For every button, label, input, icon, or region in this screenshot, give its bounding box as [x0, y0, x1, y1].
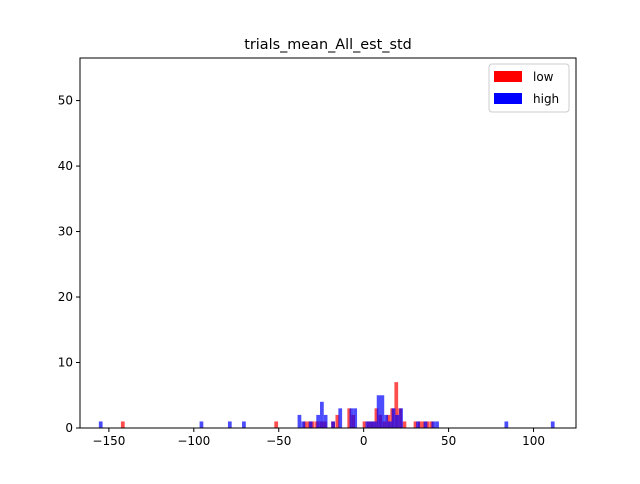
bar-low-1 [274, 421, 279, 428]
bar-high-25 [423, 421, 428, 428]
bar-high-9 [323, 414, 328, 428]
y-tick-label: 40 [58, 159, 73, 173]
x-tick-label: −50 [266, 434, 291, 448]
y-tick-label: 50 [58, 94, 73, 108]
bar-high-15 [369, 421, 374, 428]
bar-low-20 [394, 382, 399, 428]
bar-low-22 [402, 421, 407, 428]
bar-high-19 [384, 414, 388, 428]
bar-high-3 [242, 421, 246, 428]
bar-high-12 [349, 408, 354, 428]
bar-high-20 [387, 421, 392, 428]
y-tick-label: 30 [58, 225, 73, 239]
x-tick-label: 0 [360, 434, 368, 448]
bar-high-8 [320, 401, 324, 428]
legend-swatch-high [494, 93, 522, 104]
bar-high-23 [399, 408, 403, 428]
bar-low-0 [120, 421, 125, 428]
bar-high-28 [504, 421, 509, 428]
bar-high-27 [435, 421, 439, 428]
bar-high-6 [308, 421, 313, 428]
legend-swatch-low [494, 71, 522, 82]
y-tick-label: 20 [58, 290, 73, 304]
legend: low high [488, 63, 570, 113]
bar-low-9 [335, 414, 340, 428]
chart-title: trials_mean_All_est_std [244, 37, 412, 53]
bar-high-16 [373, 421, 377, 428]
bar-high-21 [391, 408, 396, 428]
bar-low-26 [425, 421, 430, 428]
axes-ticks: −150 −100 −50 0 50 100 0 10 20 30 40 50 [58, 94, 545, 448]
bar-low-25 [421, 421, 426, 428]
plot-frame [79, 57, 577, 429]
bar-high-7 [316, 414, 321, 428]
x-tick-label: −150 [92, 434, 125, 448]
bar-low-23 [413, 421, 418, 428]
bar-high-24 [416, 421, 420, 428]
bar-high-14 [365, 421, 370, 428]
bar-low-15 [374, 408, 379, 428]
bar-high-17 [376, 395, 381, 428]
bar-high-0 [98, 421, 103, 428]
bar-low-12 [362, 421, 367, 428]
x-tick-label: −100 [177, 434, 210, 448]
bar-high-13 [353, 408, 358, 428]
y-tick-label: 0 [65, 421, 73, 435]
bar-high-2 [227, 421, 232, 428]
bars-layer [98, 382, 555, 428]
bar-high-18 [380, 395, 385, 428]
x-tick-label: 100 [522, 434, 545, 448]
bar-high-11 [338, 408, 343, 428]
bar-low-4 [310, 421, 315, 428]
y-tick-label: 10 [58, 356, 73, 370]
bar-high-4 [297, 414, 302, 428]
legend-label-high: high [533, 92, 559, 106]
bar-high-29 [550, 421, 555, 428]
bar-high-1 [199, 421, 204, 428]
bar-high-10 [331, 421, 335, 428]
bar-low-10 [347, 408, 352, 428]
x-tick-label: 50 [441, 434, 456, 448]
bar-high-5 [301, 421, 306, 428]
bar-high-26 [431, 421, 436, 428]
legend-label-low: low [533, 70, 554, 84]
bar-high-22 [395, 414, 400, 428]
